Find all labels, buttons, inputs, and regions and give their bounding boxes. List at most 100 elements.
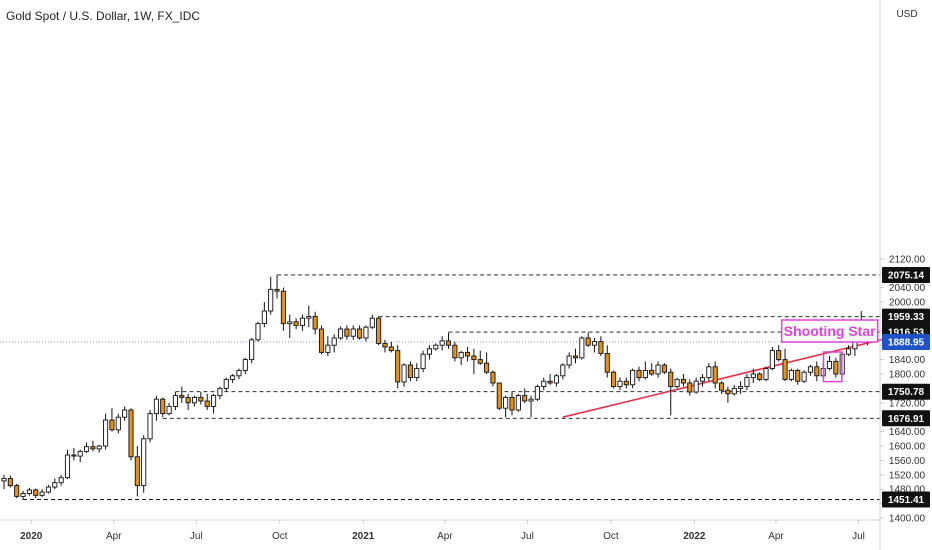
candle-body [58,477,64,484]
candle-body [420,353,426,370]
candle-body [45,486,51,493]
level-label: 1451.41 [888,495,925,506]
candle-body [833,360,839,375]
candle-body [674,378,680,388]
candle-body [738,386,744,389]
candle-body [312,315,318,330]
y-tick-label: 1640.00 [889,427,926,438]
candle-body [547,380,553,384]
candle-body [185,396,191,404]
candle-body [807,366,813,373]
candle-body [7,477,13,487]
candle-body [134,456,140,487]
candle-body [33,489,39,496]
x-tick-label: 2020 [20,531,43,542]
x-tick-label: 2022 [683,531,706,542]
shooting-star-label-box [780,319,879,343]
candle-body [255,323,261,341]
time-axis[interactable]: 2020 Apr Jul Oct 2021 Apr Jul Oct 2022 Apr Jul [20,520,865,542]
candle-body [731,387,737,395]
candle-body [160,398,166,415]
x-tick-label: Oct [272,531,288,542]
candle-body [712,366,718,384]
candle-body [725,389,731,395]
candle-body [274,288,280,292]
y-tick-label: 1840.00 [889,355,926,366]
candle-body [776,350,782,361]
candle-body [445,340,452,346]
x-tick-label: Jul [521,531,534,542]
candle-body [439,340,445,346]
candle-body [522,395,528,402]
candle-body [655,364,661,375]
candle-body [769,350,775,370]
candle-body [465,351,471,357]
candle-body [249,339,255,361]
candle-body [846,348,852,355]
candle-body [534,386,540,400]
level-tag [882,491,930,508]
candle-body [306,315,312,319]
candle-body [83,446,90,452]
candle-body [64,454,71,479]
candle-body [369,317,375,328]
candle-body [122,409,128,418]
candle-body [680,378,686,384]
y-tick-label: 1400.00 [889,514,926,525]
candle-body [490,371,496,384]
candle-body [141,438,147,487]
candle-body [477,359,483,364]
candle-body [236,369,242,377]
candle-body [172,395,179,407]
candle-body [414,368,420,379]
candle-body [147,413,153,440]
candle-body [166,405,172,415]
candle-body [179,395,185,398]
candle-body [585,337,591,346]
current-price-tag [882,333,930,350]
candle-body [528,398,534,402]
candle-body [496,382,502,409]
candle-body [566,355,572,366]
candle-body [426,348,433,355]
candle-body [579,337,585,359]
candle-body [693,380,699,393]
candle-body [153,398,159,415]
candle-body [782,359,788,380]
level-tag [882,308,930,325]
candle-body [649,369,655,375]
candle-body [623,380,629,386]
candlesticks [1,275,871,500]
candle-body [39,491,45,496]
candle-body [744,377,750,388]
candle-body [814,366,820,377]
shooting-star-box [822,351,843,383]
candle-body [719,382,725,391]
candle-body [433,344,439,350]
level-label: 2075.14 [888,270,925,281]
candle-body [230,375,236,380]
y-tick-label: 1480.00 [889,485,926,496]
candle-body [103,419,109,447]
candle-body [471,355,477,361]
candle-body [604,353,610,373]
candle-body [407,364,413,379]
shooting-star-label: Shooting Star [784,323,876,339]
y-tick-label: 1560.00 [889,456,926,467]
candle-body [661,364,667,373]
candle-body [763,368,769,380]
candle-body [553,375,559,384]
y-tick-label: 2040.00 [889,283,926,294]
candle-body [96,445,102,450]
x-tick-label: Jul [852,531,865,542]
level-label: 1959.33 [888,312,925,323]
y-tick-label: 2000.00 [889,298,926,309]
candle-body [560,364,566,377]
candle-body [14,485,20,497]
candle-body [293,321,299,326]
candle-body [325,344,331,353]
candle-body [363,326,369,339]
candle-body [801,371,807,382]
candle-body [90,446,96,450]
